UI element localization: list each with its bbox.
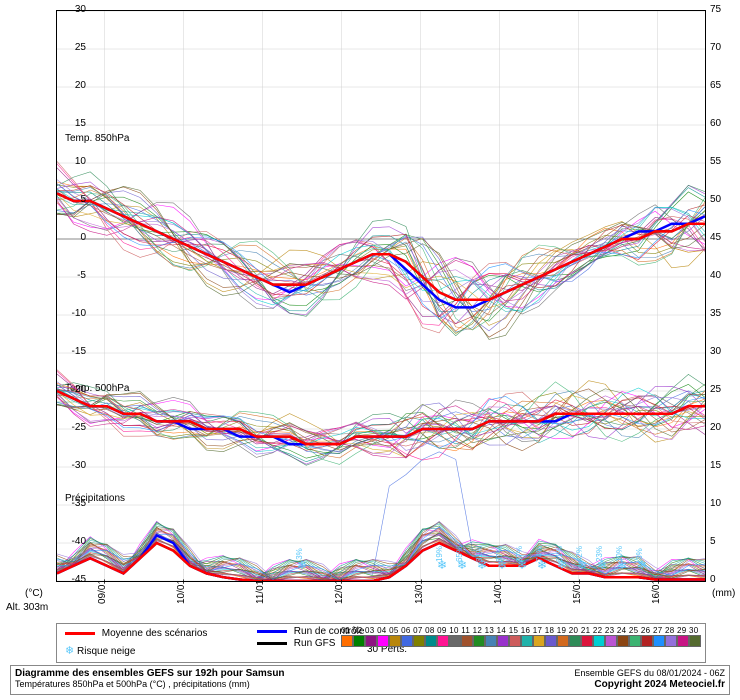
legend-box: Moyenne des scénarios Run de contrôle Ru… [56,623,706,663]
footer-box: Diagramme des ensembles GEFS sur 192h po… [10,665,730,695]
legend-snow-label: Risque neige [77,646,135,657]
snow-icon: ❄ [65,645,74,657]
chart-svg: Temp. 850hPaTemp. 500hPaPrécipitations❄3… [57,11,705,581]
y-right-unit: (mm) [712,588,735,599]
legend-mean-line [65,632,95,635]
svg-text:19%: 19% [435,546,444,562]
svg-text:61%: 61% [555,546,564,562]
svg-text:65%: 65% [455,546,464,562]
legend-mean-label: Moyenne des scénarios [102,628,208,639]
altitude-label: Alt. 303m [6,602,48,613]
legend-gfs-label: Run GFS [294,638,336,649]
footer-source: Ensemble GEFS du 08/01/2024 - 06Z [574,668,725,678]
footer-subtitle: Températures 850hPa et 500hPa (°C) , pré… [15,679,250,689]
perts-legend: 01 02 03 04 05 06 07 08 09 10 11 12 13 1… [341,626,701,649]
footer-title: Diagramme des ensembles GEFS sur 192h po… [15,668,285,679]
svg-text:23%: 23% [595,546,604,562]
svg-text:87%: 87% [515,546,524,562]
svg-text:Temp. 850hPa: Temp. 850hPa [65,133,130,144]
svg-text:87%: 87% [495,546,504,562]
footer-copyright: Copyright 2024 Meteociel.fr [594,679,725,690]
svg-text:3%: 3% [295,548,304,560]
svg-text:81%: 81% [475,546,484,562]
plot-area: Temp. 850hPaTemp. 500hPaPrécipitations❄3… [56,10,706,582]
legend-control-line [257,630,287,633]
svg-text:3%: 3% [635,548,644,560]
svg-text:10%: 10% [615,546,624,562]
svg-text:74%: 74% [535,546,544,562]
perts-colors [341,635,701,649]
legend-gfs-line [257,642,287,645]
svg-text:42%: 42% [575,546,584,562]
chart-container: Temp. 850hPaTemp. 500hPaPrécipitations❄3… [0,0,740,700]
y-left-unit: (°C) [25,588,43,599]
perts-numbers: 01 02 03 04 05 06 07 08 09 10 11 12 13 1… [341,626,701,635]
